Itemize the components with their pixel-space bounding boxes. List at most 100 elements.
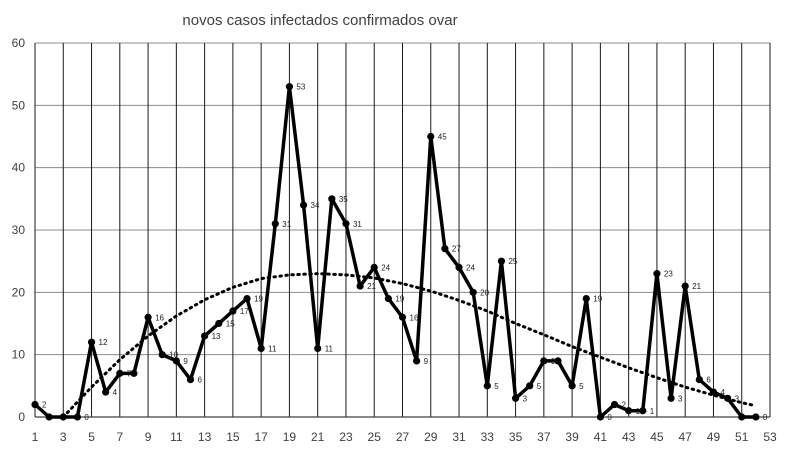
data-label: 35 — [339, 195, 348, 204]
data-label: 5 — [579, 382, 584, 391]
x-tick-label: 39 — [565, 430, 579, 444]
y-tick-label: 20 — [12, 285, 26, 299]
data-point — [738, 413, 746, 421]
x-tick-label: 5 — [88, 430, 95, 444]
x-tick-label: 19 — [283, 430, 297, 444]
x-tick-label: 31 — [452, 430, 466, 444]
data-label: 15 — [226, 320, 235, 329]
data-point — [455, 263, 463, 271]
data-label: 4 — [113, 388, 118, 397]
data-point — [752, 413, 760, 421]
data-label: 23 — [664, 270, 673, 279]
data-label: 19 — [395, 295, 404, 304]
data-point — [59, 413, 67, 421]
data-point — [709, 388, 718, 396]
data-label: 45 — [438, 133, 447, 142]
data-label: 27 — [452, 245, 461, 254]
data-label: 16 — [155, 313, 164, 322]
x-tick-label: 21 — [311, 430, 325, 444]
x-tick-label: 17 — [254, 430, 268, 444]
marker-layer — [31, 83, 760, 421]
x-tick-label: 37 — [537, 430, 551, 444]
data-point — [469, 288, 477, 296]
x-tick-label: 7 — [116, 430, 123, 444]
x-tick-label: 15 — [226, 430, 240, 444]
data-point — [356, 282, 364, 290]
x-tick-label: 23 — [339, 430, 353, 444]
data-label: 1 — [650, 407, 655, 416]
data-point — [639, 407, 647, 415]
x-tick-label: 25 — [368, 430, 382, 444]
series-layer — [33, 84, 756, 419]
data-label: 6 — [197, 376, 202, 385]
data-label: 9 — [424, 357, 429, 366]
x-tick-label: 9 — [145, 430, 152, 444]
x-tick-label: 43 — [622, 430, 636, 444]
chart-title: novos casos infectados confirmados ovar — [182, 12, 458, 29]
data-point — [427, 132, 435, 141]
data-label: 4 — [720, 388, 725, 397]
data-label: 53 — [296, 83, 305, 92]
data-point — [102, 388, 110, 396]
data-point — [229, 307, 237, 315]
data-point — [201, 332, 209, 340]
data-label: 13 — [212, 332, 221, 341]
data-point — [413, 357, 421, 365]
x-tick-label: 13 — [198, 430, 212, 444]
data-label: 11 — [325, 344, 334, 353]
data-label: 5 — [537, 382, 542, 391]
data-label: 12 — [99, 338, 108, 347]
data-point — [314, 344, 322, 353]
data-point — [186, 376, 195, 384]
data-point — [540, 357, 548, 365]
data-label-layer: 2012471610961315171911315334113531212419… — [42, 83, 768, 422]
data-label: 25 — [508, 257, 517, 266]
data-point — [441, 245, 449, 253]
data-point — [45, 413, 53, 421]
data-point — [285, 83, 294, 91]
data-label: 3 — [678, 394, 683, 403]
data-label: 16 — [410, 313, 419, 322]
data-point — [511, 394, 520, 402]
data-point — [130, 369, 138, 377]
data-point — [271, 220, 279, 228]
data-label: 31 — [282, 220, 291, 229]
data-label: 2 — [622, 401, 627, 410]
x-tick-label: 47 — [679, 430, 693, 444]
data-label: 0 — [84, 413, 89, 422]
data-point — [582, 294, 590, 303]
data-point — [497, 257, 506, 265]
data-label: 11 — [268, 344, 277, 353]
y-tick-label: 30 — [12, 223, 26, 237]
data-label: 9 — [551, 357, 556, 366]
data-point — [215, 319, 223, 328]
data-point — [398, 313, 407, 321]
data-label: 1 — [636, 407, 641, 416]
data-point — [73, 413, 82, 421]
data-point — [554, 357, 562, 365]
x-tick-label: 3 — [60, 430, 67, 444]
x-tick-label: 45 — [650, 430, 664, 444]
data-point — [723, 394, 732, 402]
data-label: 9 — [183, 357, 188, 366]
data-label: 7 — [127, 369, 132, 378]
trendline-layer — [61, 272, 758, 419]
data-point — [526, 382, 534, 390]
data-point — [667, 394, 675, 402]
x-tick-label: 41 — [594, 430, 608, 444]
data-point — [158, 351, 166, 359]
data-label: 3 — [735, 394, 740, 403]
data-label: 10 — [169, 351, 178, 360]
y-tick-label: 10 — [12, 348, 26, 362]
x-tick-label: 35 — [509, 430, 523, 444]
data-label: 3 — [523, 394, 528, 403]
data-label: 19 — [593, 295, 602, 304]
data-point — [625, 407, 633, 415]
trendline — [61, 272, 758, 419]
data-label: 34 — [311, 201, 320, 210]
data-label: 2 — [42, 401, 47, 410]
data-label: 31 — [353, 220, 362, 229]
x-tick-label: 49 — [707, 430, 721, 444]
x-tick-label: 27 — [396, 430, 410, 444]
